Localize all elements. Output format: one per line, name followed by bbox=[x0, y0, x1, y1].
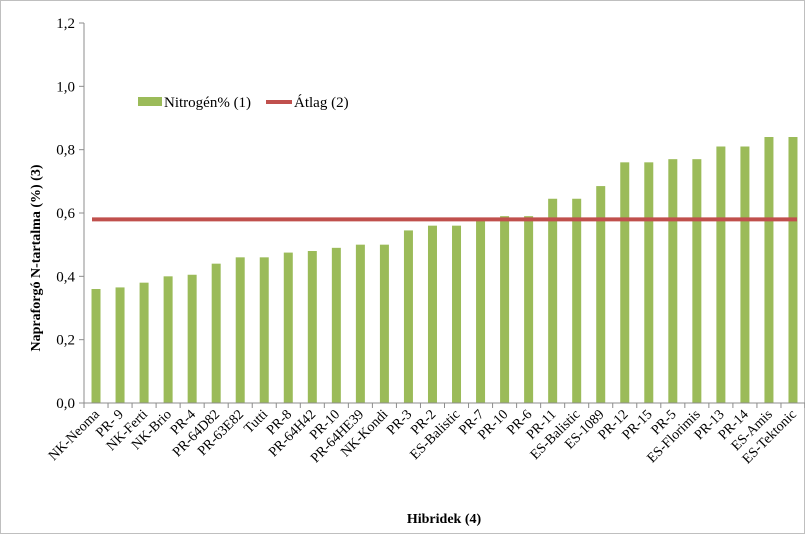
bar bbox=[139, 282, 149, 403]
y-tick-label: 0,4 bbox=[56, 269, 75, 285]
bar bbox=[187, 274, 197, 403]
x-category-label: NK-Neoma bbox=[46, 407, 103, 464]
bar bbox=[692, 159, 702, 403]
y-axis-title: Napraforgó N-tartalma (%) (3) bbox=[29, 164, 44, 351]
y-tick-label: 0,6 bbox=[56, 206, 75, 222]
y-tick-label: 0,2 bbox=[56, 333, 75, 349]
bar bbox=[620, 162, 630, 403]
legend-label-average: Átlag (2) bbox=[294, 94, 349, 111]
bar bbox=[476, 220, 486, 403]
x-category-label: PR-3 bbox=[384, 407, 415, 438]
y-tick-label: 0,8 bbox=[56, 143, 75, 159]
bar bbox=[163, 276, 173, 403]
bar bbox=[572, 198, 582, 403]
y-tick-label: 0,0 bbox=[56, 396, 75, 412]
bar bbox=[259, 257, 269, 403]
bar bbox=[764, 137, 774, 403]
bar bbox=[716, 146, 726, 403]
bar bbox=[235, 257, 245, 403]
bar bbox=[115, 287, 125, 403]
bar bbox=[596, 186, 606, 403]
legend: Nitrogén% (1) Átlag (2) bbox=[138, 94, 349, 111]
bar bbox=[427, 225, 437, 403]
bar bbox=[403, 230, 413, 403]
x-axis-title: Hibridek (4) bbox=[407, 512, 482, 527]
bar bbox=[211, 263, 221, 403]
bar bbox=[548, 198, 558, 403]
legend-swatch-nitrogen bbox=[138, 97, 162, 106]
bar-series bbox=[91, 137, 798, 403]
bar bbox=[668, 159, 678, 403]
bar bbox=[283, 252, 293, 403]
bar bbox=[355, 244, 365, 403]
bar bbox=[307, 251, 317, 403]
bar bbox=[91, 289, 101, 403]
y-tick-label: 1,2 bbox=[56, 16, 75, 32]
bar bbox=[524, 216, 534, 403]
legend-label-nitrogen: Nitrogén% (1) bbox=[164, 95, 251, 111]
bar bbox=[644, 162, 654, 403]
y-tick-label: 1,0 bbox=[56, 79, 75, 95]
y-axis-ticks: 0,0 0,2 0,4 0,6 0,8 1,0 1,2 bbox=[56, 16, 84, 412]
bar bbox=[379, 244, 389, 403]
bar bbox=[740, 146, 750, 403]
x-axis-tick-marks bbox=[83, 403, 805, 408]
bar bbox=[331, 247, 341, 403]
bar bbox=[788, 137, 798, 403]
bar bbox=[500, 216, 510, 403]
x-category-label: Tutti bbox=[242, 407, 272, 437]
bar bbox=[452, 225, 462, 403]
